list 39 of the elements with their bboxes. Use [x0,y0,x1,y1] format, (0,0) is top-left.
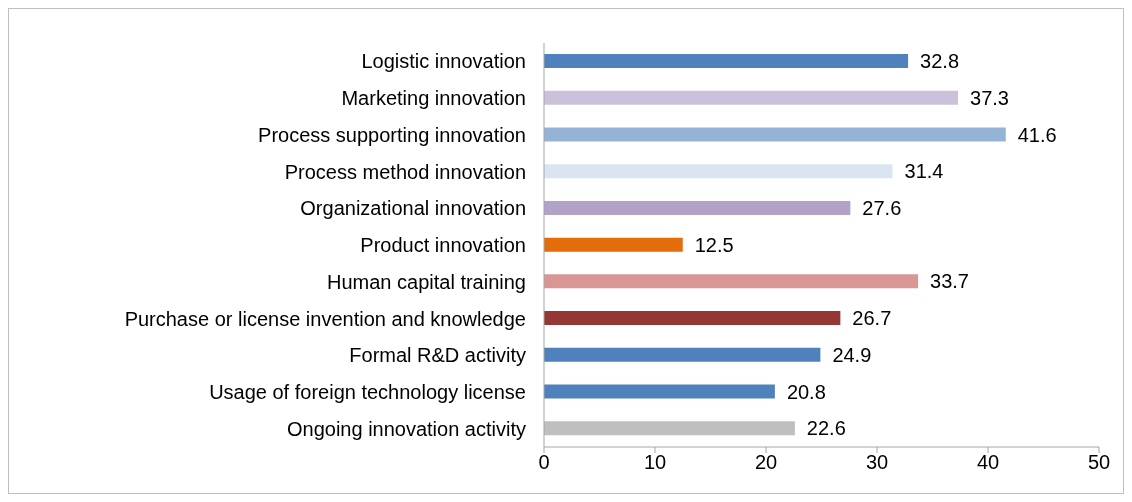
bar [544,237,683,252]
data-label: 32.8 [920,50,960,73]
y-tick-label: Human capital training [327,270,526,293]
data-label: 20.8 [786,380,826,403]
y-tick-label: Process method innovation [284,160,526,183]
x-tick-label: 20 [754,451,778,474]
data-label: 22.6 [806,417,846,440]
bar [544,164,893,179]
data-label: 12.5 [694,233,734,256]
x-tick-label: 50 [1087,451,1111,474]
data-label: 26.7 [852,307,892,330]
bar [544,200,851,215]
bar [544,311,841,326]
data-label: 37.3 [970,86,1009,109]
bar [544,127,1006,142]
bar [544,347,821,362]
x-tick-label: 40 [976,451,1000,474]
data-label: 24.9 [832,343,872,366]
y-tick-label: Ongoing innovation activity [286,417,526,440]
x-tick-label: 30 [865,451,889,474]
y-tick-label: Usage of foreign technology license [209,381,526,404]
x-tick-label: 10 [643,451,667,474]
bar [544,90,959,105]
x-tick-label: 0 [538,451,550,474]
y-tick-label: Organizational innovation [300,197,526,220]
data-label: 27.6 [862,197,902,220]
data-label: 41.6 [1017,123,1057,146]
data-label: 33.7 [930,270,970,293]
bar [544,54,909,68]
y-tick-label: Formal R&D activity [349,344,526,367]
y-tick-label: Marketing innovation [341,87,526,110]
y-tick-label: Purchase or license invention and knowledge [124,307,526,330]
bar [544,274,919,289]
bar [544,384,775,399]
y-tick-label: Product innovation [360,234,526,257]
bar [544,421,795,436]
data-label: 31.4 [904,160,944,183]
y-tick-label: Logistic innovation [361,50,526,73]
y-tick-label: Process supporting innovation [258,123,526,146]
